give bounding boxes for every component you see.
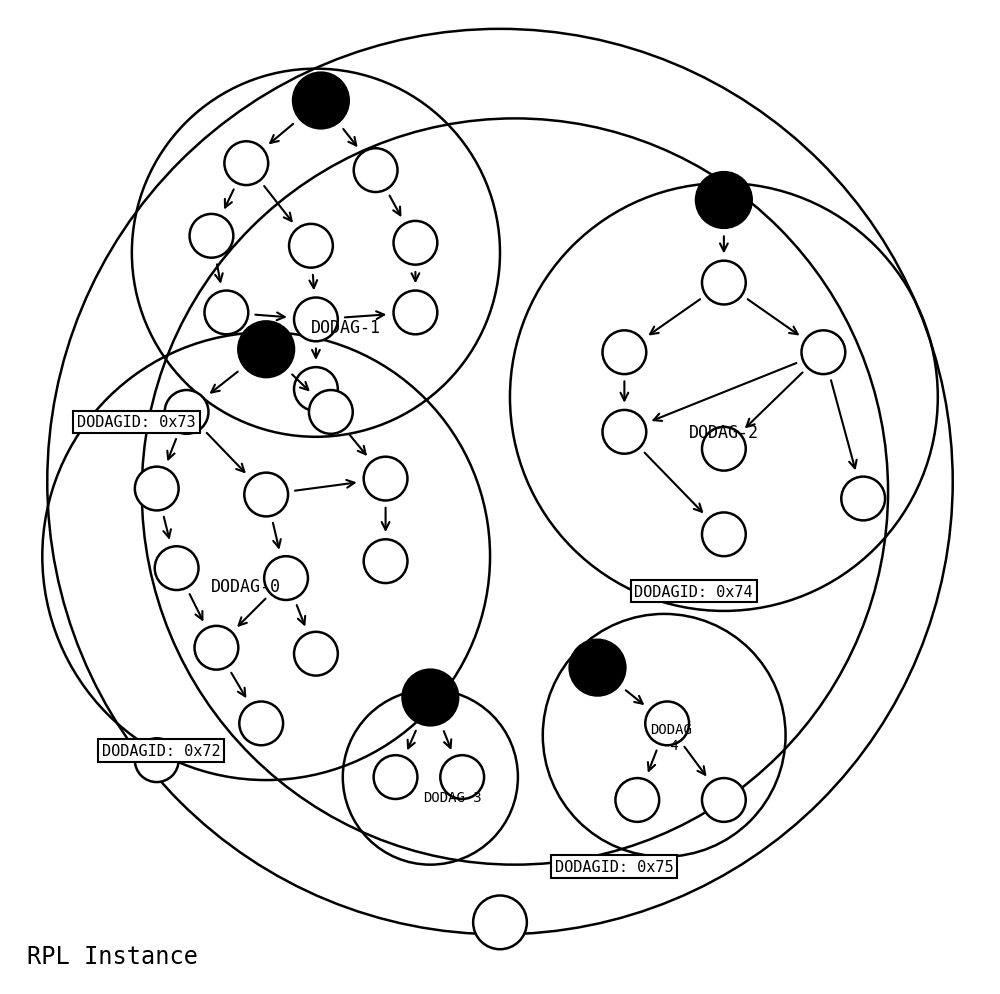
Circle shape	[702, 513, 746, 557]
Circle shape	[615, 778, 659, 822]
Circle shape	[190, 215, 233, 258]
Circle shape	[402, 670, 458, 726]
Circle shape	[354, 149, 398, 193]
Circle shape	[702, 778, 746, 822]
Circle shape	[394, 291, 437, 335]
Circle shape	[440, 755, 484, 799]
Circle shape	[645, 702, 689, 746]
Circle shape	[702, 261, 746, 305]
Circle shape	[264, 557, 308, 600]
Circle shape	[293, 74, 349, 129]
Circle shape	[224, 142, 268, 186]
Text: DODAGID: 0x74: DODAGID: 0x74	[634, 583, 753, 599]
Circle shape	[195, 626, 238, 670]
Circle shape	[238, 322, 294, 378]
Circle shape	[801, 331, 845, 375]
Text: RPL Instance: RPL Instance	[27, 944, 198, 968]
Text: DODAG
-4: DODAG -4	[650, 723, 692, 752]
Circle shape	[602, 411, 646, 454]
Text: DODAGID: 0x72: DODAGID: 0x72	[102, 743, 221, 758]
Circle shape	[841, 477, 885, 521]
Circle shape	[135, 467, 179, 511]
Circle shape	[374, 755, 417, 799]
Circle shape	[364, 457, 407, 501]
Circle shape	[244, 473, 288, 517]
Circle shape	[309, 391, 353, 434]
Text: DODAG-2: DODAG-2	[689, 423, 759, 441]
Text: DODAG-3: DODAG-3	[423, 790, 482, 804]
Circle shape	[364, 540, 407, 583]
Circle shape	[155, 547, 199, 590]
Text: DODAGID: 0x75: DODAGID: 0x75	[555, 859, 673, 875]
Text: DODAG-1: DODAG-1	[311, 319, 381, 337]
Text: DODAGID: 0x73: DODAGID: 0x73	[77, 414, 196, 430]
Circle shape	[239, 702, 283, 746]
Circle shape	[165, 391, 208, 434]
Circle shape	[473, 896, 527, 949]
Circle shape	[570, 640, 625, 696]
Circle shape	[135, 739, 179, 782]
Circle shape	[289, 225, 333, 268]
Circle shape	[394, 222, 437, 265]
Circle shape	[696, 173, 752, 229]
Circle shape	[294, 632, 338, 676]
Circle shape	[294, 368, 338, 412]
Circle shape	[204, 291, 248, 335]
Circle shape	[294, 298, 338, 342]
Circle shape	[602, 331, 646, 375]
Text: DODAG-0: DODAG-0	[211, 578, 281, 595]
Circle shape	[702, 427, 746, 471]
